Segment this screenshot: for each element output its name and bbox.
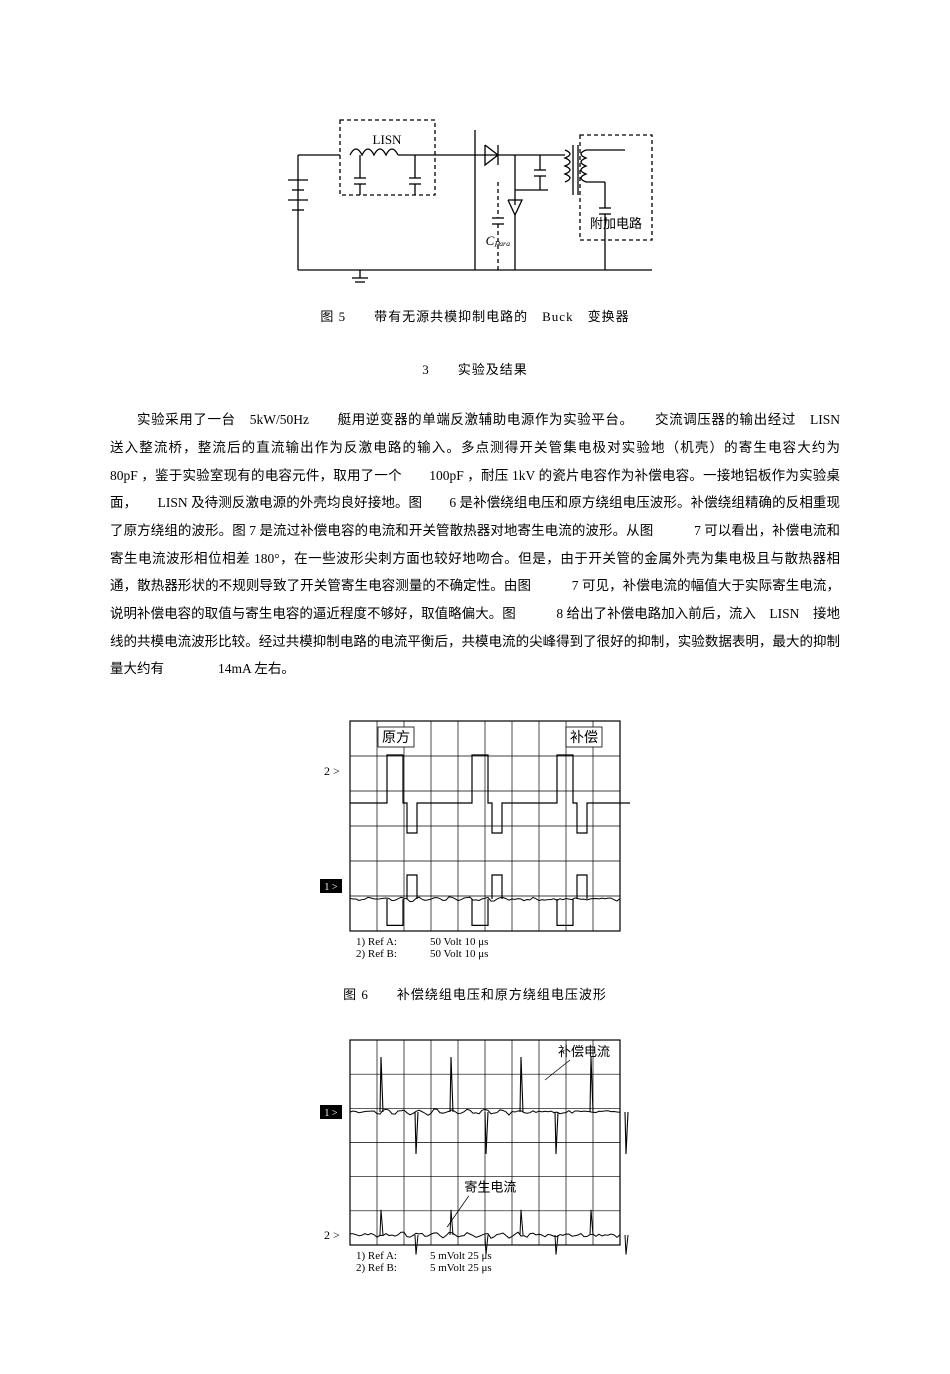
svg-text:2 >: 2 > bbox=[324, 1228, 340, 1242]
fig5-svg: LISN Cₚₐᵣₐ 附加电路 bbox=[280, 100, 670, 285]
fig5-lisn-label: LISN bbox=[373, 132, 403, 147]
svg-text:1) Ref A:: 1) Ref A: bbox=[356, 936, 397, 948]
svg-text:寄生电流: 寄生电流 bbox=[464, 1179, 516, 1194]
fig7-svg: 补偿电流寄生电流 1 > 2 > 1) Ref A:2) Ref B: 5 mVolt … bbox=[320, 1036, 630, 1274]
svg-text:1 >: 1 > bbox=[324, 882, 338, 893]
svg-text:1 >: 1 > bbox=[324, 1108, 338, 1119]
fig6-svg: 原方 补偿 2 > 1 > 1) Ref A:2) Ref B: 50 Volt 10 μ… bbox=[320, 713, 630, 963]
svg-text:50 Volt 10 μs: 50 Volt 10 μs bbox=[430, 936, 488, 948]
fig5-addon-label: 附加电路 bbox=[590, 216, 642, 231]
svg-text:1) Ref A:: 1) Ref A: bbox=[356, 1250, 397, 1262]
fig5-caption: 图 5 带有无源共模抑制电路的 Buck 变换器 bbox=[110, 305, 840, 330]
svg-text:2) Ref B:: 2) Ref B: bbox=[356, 948, 397, 960]
svg-text:补偿: 补偿 bbox=[570, 730, 598, 746]
svg-text:5 mVolt 25 μs: 5 mVolt 25 μs bbox=[430, 1250, 492, 1262]
figure-6: 原方 补偿 2 > 1 > 1) Ref A:2) Ref B: 50 Volt 10 μ… bbox=[110, 713, 840, 963]
fig5-cpara-label: Cₚₐᵣₐ bbox=[486, 233, 511, 248]
svg-text:原方: 原方 bbox=[382, 730, 410, 746]
body-paragraph-1: 实验采用了一台 5kW/50Hz 艇用逆变器的单端反激辅助电源作为实验平台。 交… bbox=[110, 406, 840, 683]
svg-text:2 >: 2 > bbox=[324, 764, 340, 778]
svg-text:2) Ref B:: 2) Ref B: bbox=[356, 1262, 397, 1274]
section-3-title: 3 实验及结果 bbox=[110, 358, 840, 383]
svg-text:50 Volt 10 μs: 50 Volt 10 μs bbox=[430, 948, 488, 960]
svg-text:5 mVolt 25 μs: 5 mVolt 25 μs bbox=[430, 1262, 492, 1274]
fig6-caption: 图 6 补偿绕组电压和原方绕组电压波形 bbox=[110, 983, 840, 1008]
figure-7: 补偿电流寄生电流 1 > 2 > 1) Ref A:2) Ref B: 5 mVolt … bbox=[110, 1036, 840, 1274]
figure-5: LISN Cₚₐᵣₐ 附加电路 bbox=[110, 100, 840, 285]
svg-text:补偿电流: 补偿电流 bbox=[558, 1044, 610, 1059]
